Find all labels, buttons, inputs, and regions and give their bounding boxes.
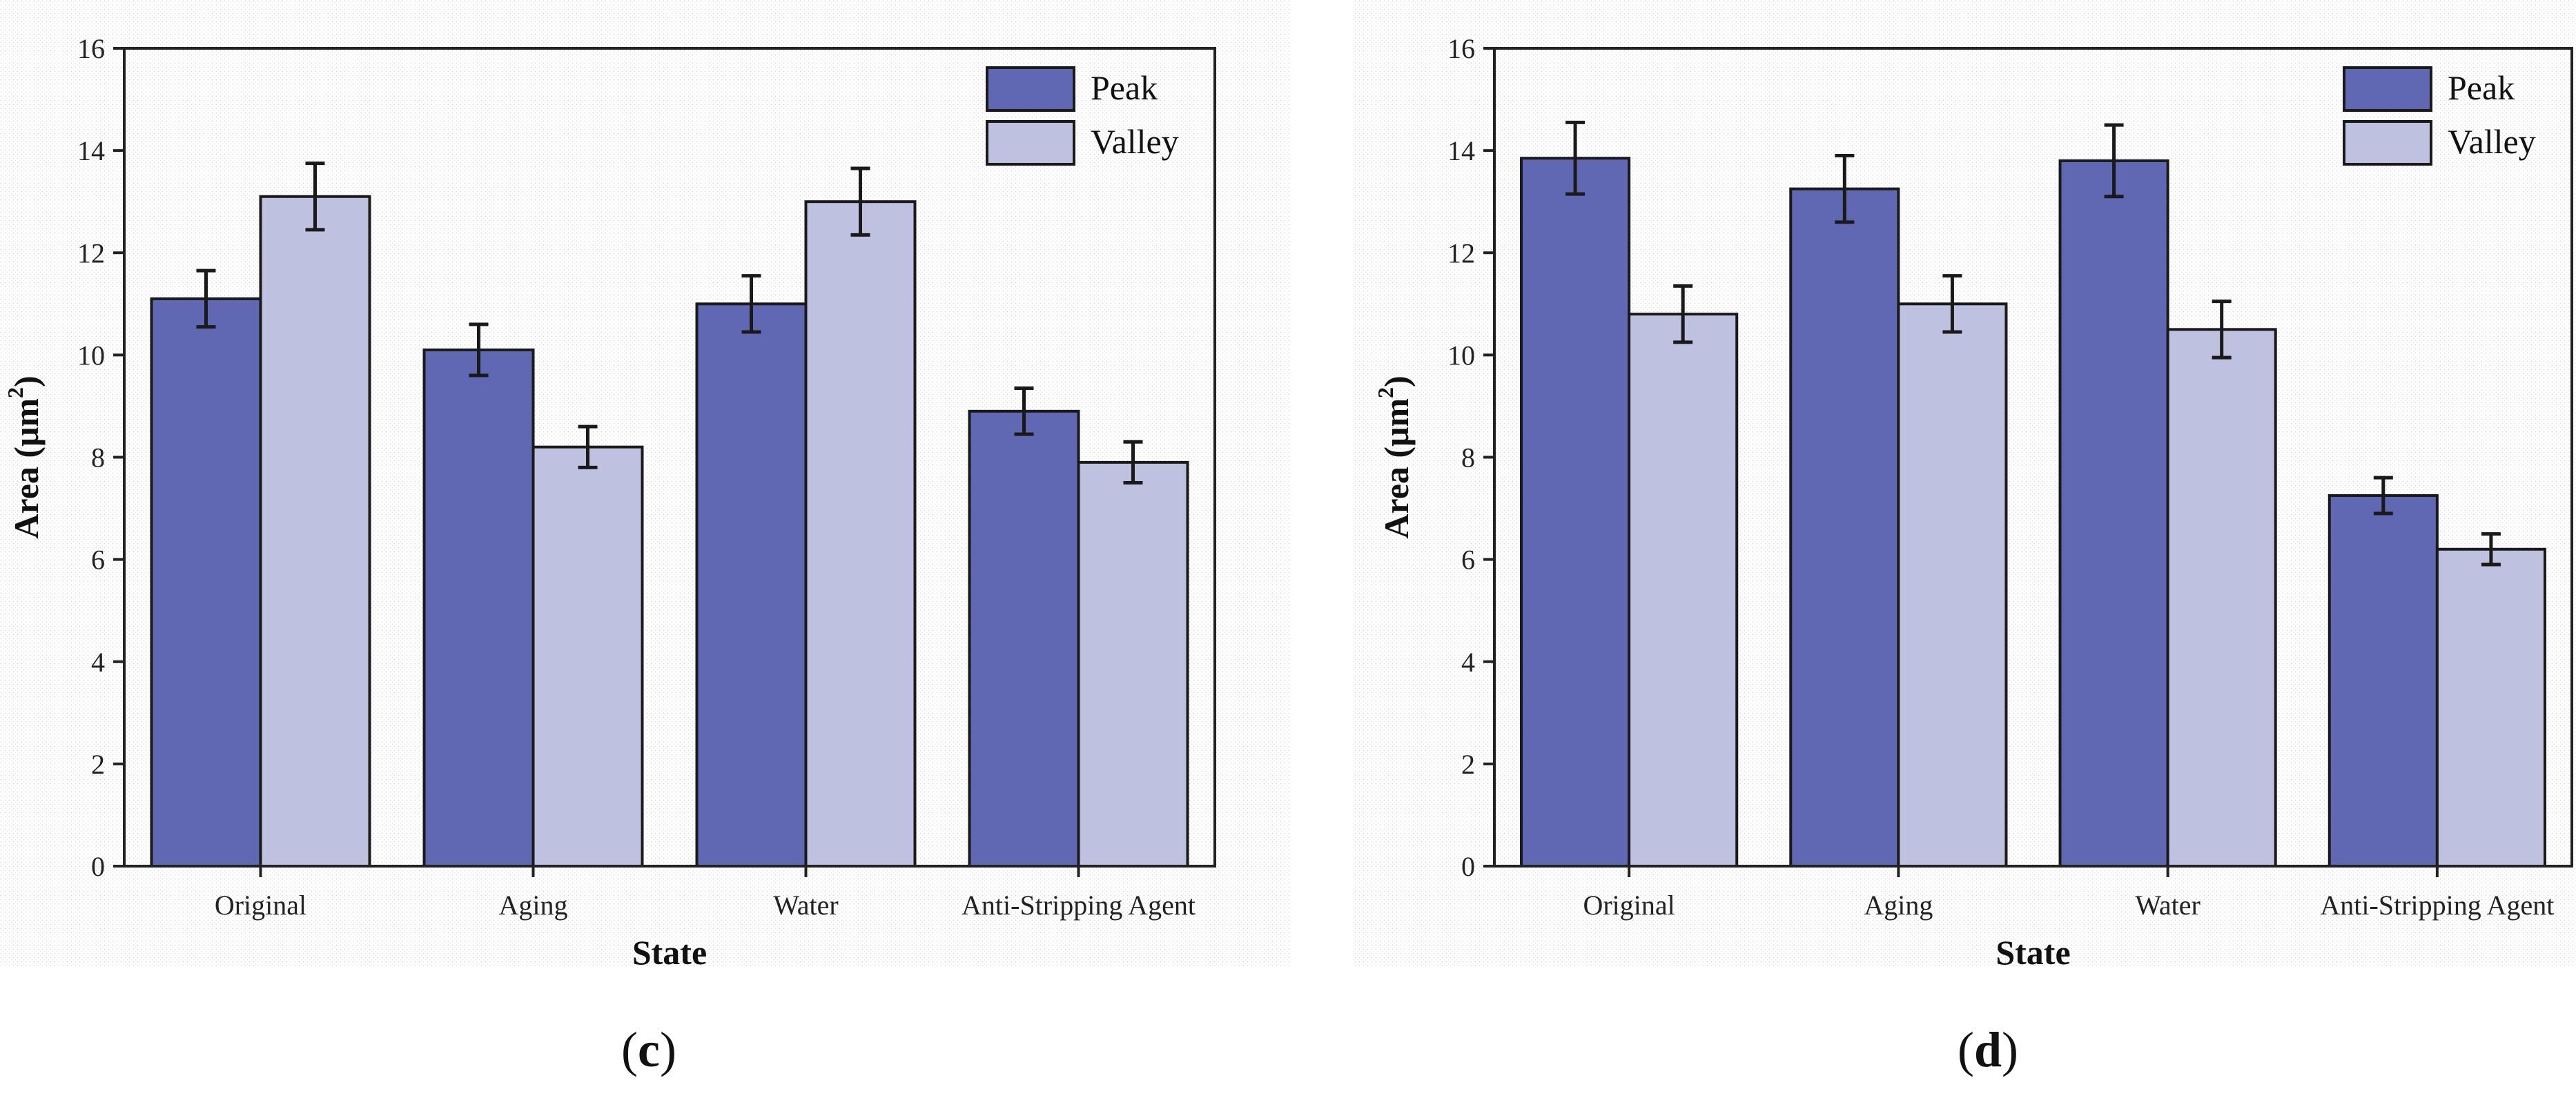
bar-valley-water: [2166, 328, 2277, 868]
plot-frame: [123, 47, 1216, 868]
x-axis-title: State: [1996, 933, 2070, 972]
x-tick-label-anti-stripping-agent: Anti-Stripping Agent: [962, 890, 1196, 921]
y-tick-label-8: 8: [1461, 442, 1475, 473]
bar-peak-original: [1520, 157, 1631, 868]
y-tick-label-8: 8: [91, 442, 105, 473]
error-bar-peak-original: [1565, 120, 1585, 196]
bar-valley-aging: [1897, 302, 2008, 868]
y-tick-label-14: 14: [77, 135, 105, 166]
error-bar-valley-aging: [578, 424, 598, 469]
y-tick-label-6: 6: [1461, 545, 1475, 576]
error-bar-peak-aging: [1835, 154, 1855, 224]
legend-label-peak: Peak: [1091, 68, 1158, 107]
chart-panel-c: Original Aging Water Anti-Stripping Agent 0 2…: [0, 0, 1291, 972]
error-bar-valley-water: [850, 166, 870, 237]
y-tick-label-2: 2: [91, 749, 105, 780]
y-axis-title: Area (μm2): [3, 375, 46, 538]
y-tick-label-0: 0: [1461, 851, 1475, 882]
bar-valley-original: [1628, 313, 1739, 868]
plot-frame: [1493, 47, 2573, 868]
bar-peak-anti-stripping-agent: [2328, 494, 2439, 868]
y-tick-label-14: 14: [1447, 135, 1475, 166]
legend-swatch-peak: [2343, 66, 2432, 112]
bar-valley-aging: [531, 445, 644, 868]
error-bar-valley-water: [2212, 300, 2232, 360]
error-bar-valley-anti-stripping-agent: [1123, 440, 1143, 485]
x-tick-label-original: Original: [1583, 890, 1675, 921]
panel-label-d: (d): [1958, 1022, 2018, 1077]
y-tick-label-12: 12: [77, 237, 105, 268]
chart-panel-d: Original Aging Water Anti-Stripping Agent 0 2…: [1353, 0, 2576, 972]
y-tick-label-10: 10: [77, 340, 105, 371]
x-tick-label-aging: Aging: [1864, 890, 1933, 921]
legend-label-peak: Peak: [2448, 68, 2515, 107]
x-tick-label-aging: Aging: [499, 890, 568, 921]
bar-peak-aging: [1789, 187, 1900, 868]
error-bar-peak-water: [2104, 123, 2124, 199]
error-bar-peak-anti-stripping-agent: [2373, 476, 2393, 516]
bar-peak-anti-stripping-agent: [968, 409, 1080, 868]
x-axis-title: State: [632, 933, 707, 972]
bar-peak-water: [2058, 159, 2169, 868]
error-bar-peak-anti-stripping-agent: [1014, 386, 1034, 436]
panel-label-c: (c): [621, 1022, 676, 1077]
legend-swatch-valley: [986, 120, 1075, 166]
error-bar-peak-water: [741, 274, 761, 334]
bar-peak-water: [695, 302, 808, 868]
legend-label-valley: Valley: [1091, 122, 1179, 161]
bar-peak-aging: [422, 348, 535, 868]
bar-valley-anti-stripping-agent: [2435, 547, 2546, 868]
x-tick-label-anti-stripping-agent: Anti-Stripping Agent: [2320, 890, 2554, 921]
x-tick-label-water: Water: [2135, 890, 2201, 921]
y-axis-title: Area (μm2): [1373, 375, 1416, 538]
legend-label-valley: Valley: [2448, 122, 2536, 161]
legend: Peak Valley: [2343, 66, 2536, 166]
legend-swatch-peak: [986, 66, 1075, 112]
y-tick-label-16: 16: [77, 33, 105, 64]
error-bar-valley-original: [1673, 284, 1693, 344]
bar-peak-original: [150, 297, 262, 868]
y-tick-label-12: 12: [1447, 237, 1475, 268]
bar-valley-original: [259, 195, 371, 868]
y-tick-label-4: 4: [91, 647, 105, 678]
error-bar-valley-aging: [1942, 274, 1962, 334]
error-bar-valley-original: [305, 161, 325, 232]
bar-valley-anti-stripping-agent: [1077, 460, 1189, 868]
error-bar-peak-aging: [469, 322, 489, 378]
error-bar-peak-original: [196, 268, 216, 329]
error-bar-valley-anti-stripping-agent: [2481, 532, 2501, 567]
y-tick-label-4: 4: [1461, 647, 1475, 678]
bar-valley-water: [804, 200, 917, 868]
y-tick-label-2: 2: [1461, 749, 1475, 780]
y-tick-label-16: 16: [1447, 33, 1475, 64]
legend-swatch-valley: [2343, 120, 2432, 166]
y-tick-label-6: 6: [91, 545, 105, 576]
y-tick-label-0: 0: [91, 851, 105, 882]
legend: Peak Valley: [986, 66, 1179, 166]
x-tick-label-water: Water: [773, 890, 839, 921]
y-tick-label-10: 10: [1447, 340, 1475, 371]
x-tick-label-original: Original: [215, 890, 306, 921]
